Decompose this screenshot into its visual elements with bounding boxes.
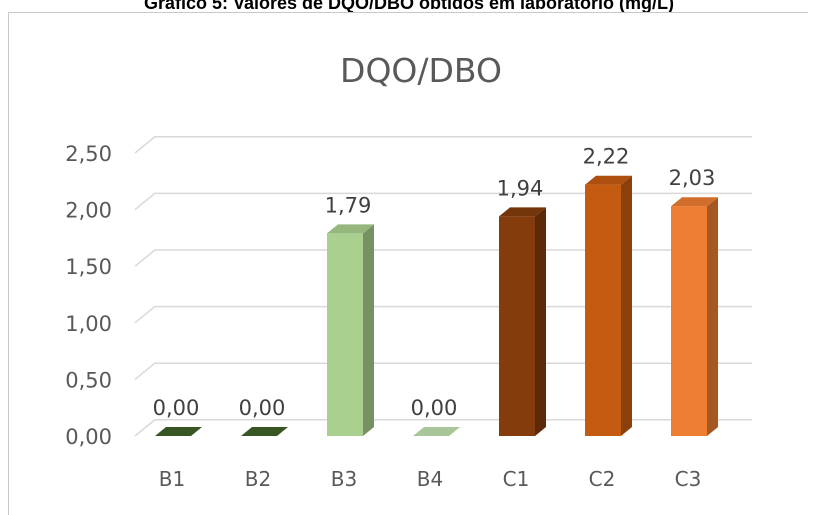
data-label: 1,94 <box>497 176 544 200</box>
data-label: 2,03 <box>669 166 716 190</box>
y-axis: 0,00 0,50 1,00 1,50 2,00 2,50 <box>65 142 112 449</box>
bar-c2 <box>585 175 632 437</box>
x-tick-label: B1 <box>159 467 185 491</box>
data-label: 0,00 <box>153 396 200 420</box>
y-tick-label: 2,50 <box>65 142 112 166</box>
figure-caption: Gráfico 5: Valores de DQO/DBO obtidos em… <box>143 0 675 13</box>
bar-front <box>499 216 535 436</box>
gridline <box>134 136 752 154</box>
data-labels: 0,00 0,00 1,79 0,00 1,94 2,22 2,03 <box>153 145 716 420</box>
x-tick-label: C2 <box>589 467 616 491</box>
bar-base <box>155 427 202 436</box>
y-tick-label: 1,50 <box>65 255 112 279</box>
bar-side <box>707 197 718 436</box>
data-label: 1,79 <box>325 193 372 217</box>
y-tick-label: 0,00 <box>65 425 112 449</box>
bar-b2 <box>241 427 288 436</box>
chart-title: DQO/DBO <box>340 51 502 90</box>
bar-c3 <box>671 197 718 436</box>
bar-front <box>585 184 621 436</box>
bar-base <box>413 427 460 436</box>
bar-top <box>585 175 632 185</box>
bar-side <box>621 175 632 437</box>
x-axis: B1 B2 B3 B4 C1 C2 C3 <box>159 467 702 491</box>
bar-base <box>241 427 288 436</box>
bar-b1 <box>155 427 202 436</box>
gridline <box>134 419 752 437</box>
gridline <box>134 249 752 267</box>
bar-b4 <box>413 427 460 436</box>
gridline <box>134 305 752 324</box>
gridline <box>134 192 752 211</box>
data-label: 2,22 <box>583 145 630 169</box>
x-tick-label: C1 <box>503 467 530 491</box>
bar-front <box>671 206 707 436</box>
bar-side <box>363 224 374 436</box>
x-tick-label: B3 <box>331 467 357 491</box>
bar-front <box>327 233 363 436</box>
x-tick-label: B4 <box>417 467 443 491</box>
y-tick-label: 1,00 <box>65 312 112 336</box>
gridlines <box>134 136 752 437</box>
bar-b3 <box>327 224 374 436</box>
data-label: 0,00 <box>239 396 286 420</box>
x-tick-label: B2 <box>245 467 271 491</box>
bar-top <box>327 224 374 234</box>
gridline <box>134 362 752 380</box>
bar-side <box>535 207 546 436</box>
bar-top <box>671 197 718 207</box>
bar-c1 <box>499 207 546 436</box>
data-label: 0,00 <box>411 396 458 420</box>
bar-top <box>499 207 546 217</box>
bars <box>155 175 718 437</box>
y-tick-label: 2,00 <box>65 199 112 223</box>
chart-frame <box>8 12 808 515</box>
x-tick-label: C3 <box>675 467 702 491</box>
y-tick-label: 0,50 <box>65 368 112 392</box>
